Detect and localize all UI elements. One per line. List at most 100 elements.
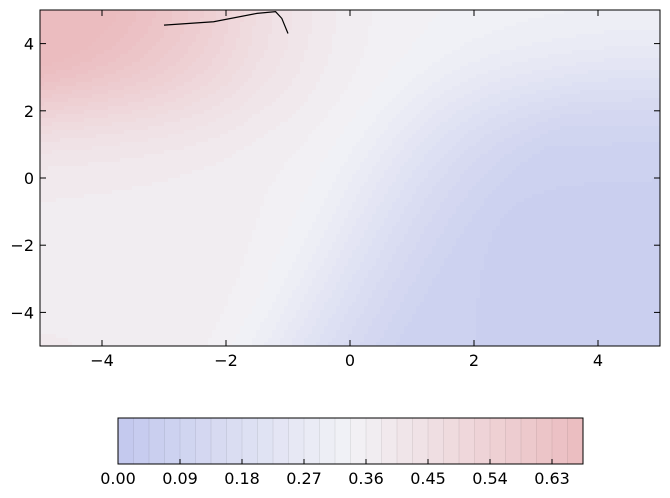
contour-cell [236,262,241,267]
contour-cell [212,226,217,231]
contour-cell [60,214,65,219]
contour-cell [132,222,137,227]
contour-cell [244,214,249,219]
contour-cell [256,242,261,247]
contour-cell [52,142,57,147]
contour-cell [44,142,49,147]
contour-cell [120,110,125,115]
contour-cell [116,174,121,179]
contour-cell [80,106,85,111]
contour-cell [128,198,133,203]
contour-cell [192,302,197,307]
contour-cell [180,114,185,119]
contour-cell [48,342,53,346]
contour-cell [144,338,149,343]
contour-cell [232,334,237,339]
contour-cell [236,294,241,299]
contour-cell [196,162,201,167]
contour-cell [52,110,57,115]
contour-cell [60,278,65,283]
contour-cell [216,190,221,195]
contour-cell [260,118,265,123]
contour-cell [132,334,137,339]
contour-cell [40,74,45,79]
contour-cell [72,266,77,271]
contour-cell [212,62,217,67]
contour-cell [132,138,137,143]
contour-cell [220,26,225,31]
contour-cell [152,82,157,87]
contour-cell [76,90,81,95]
contour-cell [168,106,173,111]
contour-cell [84,218,89,223]
contour-cell [224,94,229,99]
contour-cell [108,42,113,47]
contour-cell [164,166,169,171]
contour-cell [200,186,205,191]
contour-cell [248,290,253,295]
contour-cell [192,138,197,143]
contour-cell [120,178,125,183]
contour-cell [224,250,229,255]
contour-cell [264,270,269,275]
contour-cell [256,310,261,315]
contour-cell [216,74,221,79]
contour-cell [128,30,133,35]
contour-cell [256,54,261,59]
contour-cell [184,318,189,323]
contour-cell [88,210,93,215]
contour-cell [132,34,137,39]
contour-cell [220,66,225,71]
contour-cell [248,334,253,339]
contour-cell [116,146,121,151]
contour-cell [88,158,93,163]
contour-cell [68,74,73,79]
contour-cell [260,10,265,15]
contour-cell [204,186,209,191]
contour-cell [176,342,181,346]
contour-cell [260,186,265,191]
contour-cell [92,122,97,127]
contour-cell [220,98,225,103]
contour-cell [236,54,241,59]
contour-cell [228,154,233,159]
contour-cell [244,194,249,199]
contour-cell [272,282,277,287]
contour-cell [252,294,257,299]
contour-cell [252,74,257,79]
contour-cell [264,226,269,231]
contour-cell [272,306,277,311]
contour-cell [216,170,221,175]
contour-cell [156,314,161,319]
contour-cell [156,10,161,15]
contour-cell [176,162,181,167]
contour-cell [232,146,237,151]
contour-cell [232,186,237,191]
contour-cell [136,206,141,211]
contour-cell [172,230,177,235]
contour-cell [256,34,261,39]
contour-cell [188,274,193,279]
contour-cell [136,126,141,131]
contour-cell [256,138,261,143]
contour-cell [64,38,69,43]
contour-cell [104,174,109,179]
contour-cell [116,74,121,79]
contour-cell [192,198,197,203]
contour-cell [232,310,237,315]
contour-cell [88,86,93,91]
contour-cell [172,246,177,251]
contour-cell [168,58,173,63]
contour-cell [76,86,81,91]
contour-cell [184,310,189,315]
contour-cell [180,58,185,63]
contour-cell [264,250,269,255]
contour-cell [160,178,165,183]
contour-cell [84,270,89,275]
contour-cell [80,242,85,247]
contour-cell [208,258,213,263]
contour-cell [228,190,233,195]
contour-cell [200,22,205,27]
contour-cell [40,306,45,311]
contour-cell [264,110,269,115]
